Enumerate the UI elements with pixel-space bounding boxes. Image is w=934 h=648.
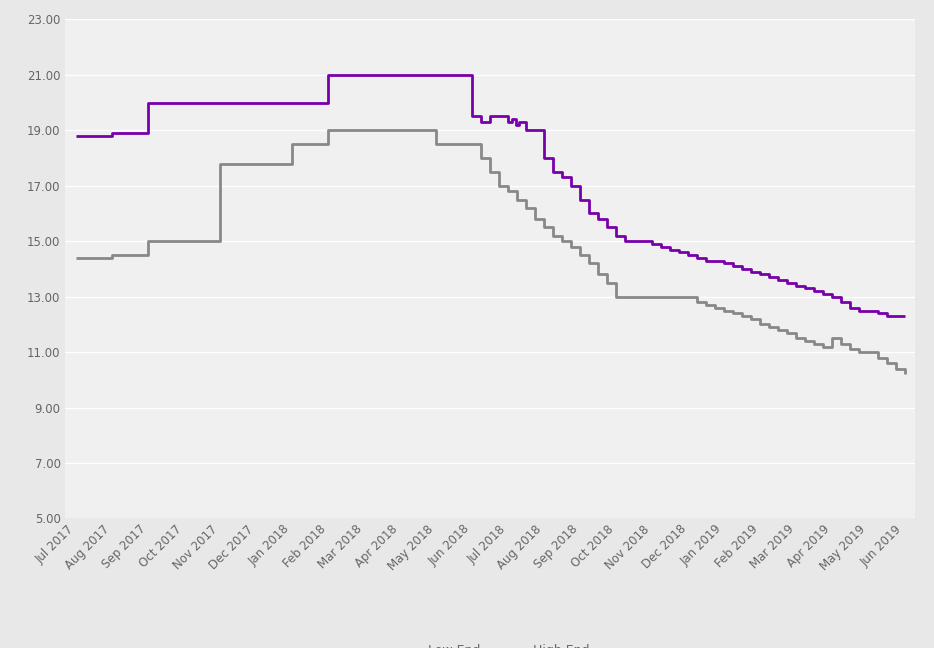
- Legend: Low End, High End: Low End, High End: [386, 639, 595, 648]
